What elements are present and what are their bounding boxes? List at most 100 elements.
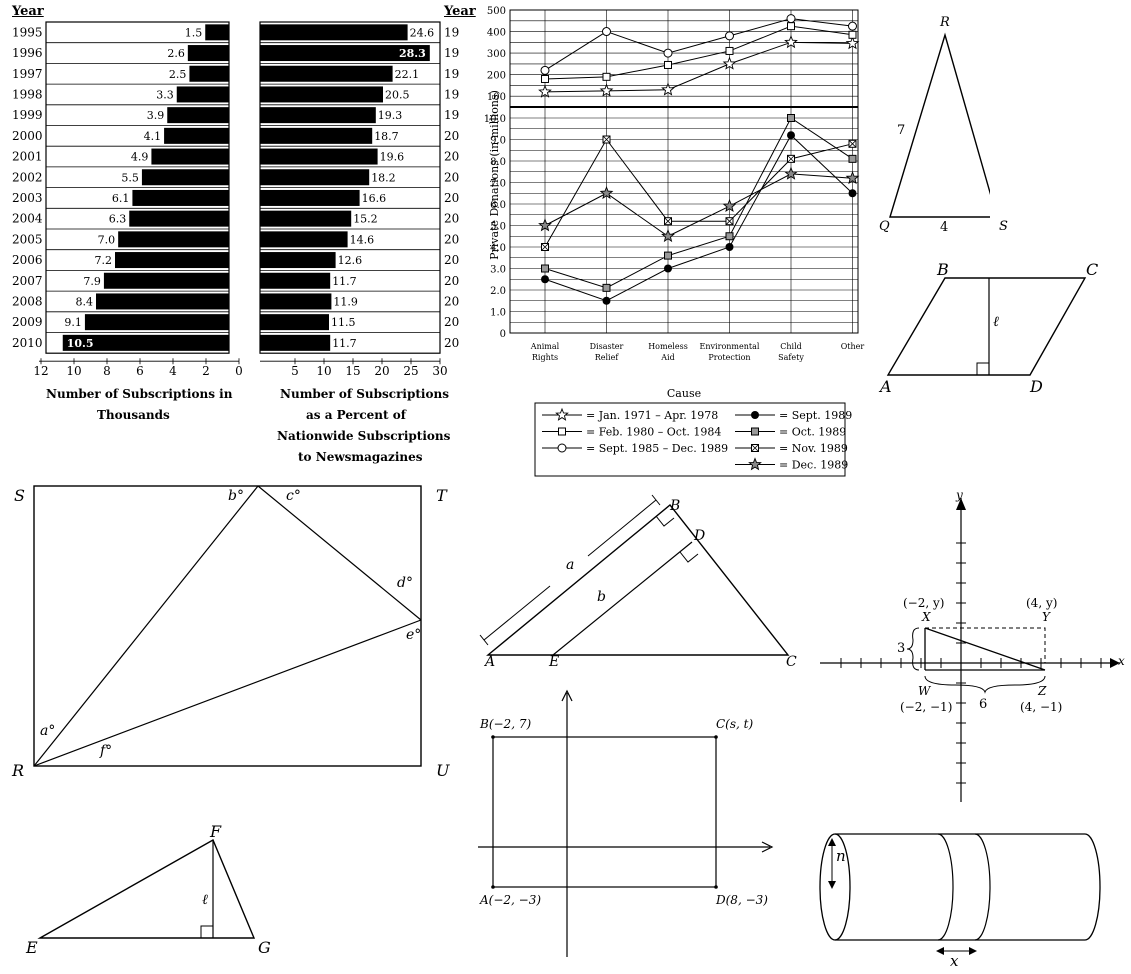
series-marker-cross bbox=[541, 243, 549, 251]
year-label-right: 1998 bbox=[444, 87, 460, 101]
dimension-a-tick-right bbox=[651, 494, 661, 506]
triangle-abc bbox=[486, 504, 790, 656]
right-bar bbox=[260, 252, 336, 269]
category-label-line2: Aid bbox=[660, 353, 674, 362]
angle-b-label: b° bbox=[228, 488, 244, 504]
series-marker bbox=[538, 218, 552, 232]
series-marker bbox=[540, 65, 550, 75]
year-label-left: 1998 bbox=[12, 87, 43, 101]
segment-top-to-right bbox=[257, 485, 422, 621]
angle-c-label: c° bbox=[286, 488, 301, 504]
left-bar-value: 10.5 bbox=[67, 337, 94, 350]
series-marker-cross bbox=[725, 217, 734, 225]
base-qs-length: 4 bbox=[940, 220, 949, 235]
right-bar bbox=[260, 334, 331, 351]
lower-y-tick-label: 3.0 bbox=[490, 265, 506, 276]
angle-e-label: e° bbox=[406, 627, 422, 643]
left-bar-value: 4.1 bbox=[144, 130, 162, 143]
rectangle-stru-figure bbox=[33, 485, 422, 767]
left-x-tick-label: 12 bbox=[33, 364, 48, 378]
lower-y-tick-label: 5.0 bbox=[490, 222, 506, 233]
vertex-d-label: D bbox=[1030, 377, 1043, 396]
left-bar-value: 3.3 bbox=[156, 88, 174, 101]
point-a-label: A(−2, −3) bbox=[480, 893, 542, 907]
legend-box bbox=[534, 402, 846, 477]
legend-entry: = Dec. 1989 bbox=[779, 459, 848, 472]
left-x-tick-label: 8 bbox=[103, 364, 111, 378]
series-marker bbox=[725, 243, 734, 251]
category-label-line2: Relief bbox=[595, 353, 620, 362]
left-bar bbox=[132, 189, 229, 206]
cylinder-slice-line-2 bbox=[974, 833, 991, 941]
category-label-line2: Protection bbox=[708, 353, 750, 362]
year-label-left: 2000 bbox=[12, 129, 43, 143]
left-bar-value: 6.3 bbox=[109, 213, 127, 226]
radius-arrowhead-bottom bbox=[828, 881, 836, 889]
year-label-right: 2005 bbox=[444, 232, 460, 246]
year-label-left: 2010 bbox=[12, 336, 43, 350]
year-label-left: 1996 bbox=[12, 46, 43, 60]
year-header-left: Year bbox=[12, 4, 44, 19]
point-a-dot bbox=[491, 885, 495, 889]
length-b-label: b bbox=[597, 589, 606, 605]
right-bar-value: 28.3 bbox=[399, 47, 426, 60]
right-bar-value: 24.6 bbox=[410, 26, 435, 39]
series-marker bbox=[599, 83, 614, 97]
series-marker bbox=[848, 30, 857, 39]
dimension-a-upper bbox=[587, 499, 657, 557]
left-bar-value: 7.2 bbox=[95, 254, 113, 267]
y-axis-arrow bbox=[956, 498, 966, 510]
x-axis-arrow bbox=[1110, 658, 1120, 668]
vertex-s-label: S bbox=[999, 219, 1008, 234]
left-bar-value: 4.9 bbox=[131, 151, 149, 164]
series-marker bbox=[848, 154, 857, 163]
point-y-coords: (4, y) bbox=[1026, 596, 1058, 610]
year-label-right: 2002 bbox=[444, 170, 460, 184]
segment-r-to-right bbox=[33, 619, 422, 767]
right-bar-value: 20.5 bbox=[385, 88, 410, 101]
left-bar-value: 7.0 bbox=[98, 233, 116, 246]
angle-a-label: a° bbox=[40, 723, 56, 739]
year-label-left: 2004 bbox=[12, 212, 43, 226]
year-label-right: 2010 bbox=[444, 336, 460, 350]
right-bar-value: 19.3 bbox=[378, 109, 403, 122]
year-label-right: 1996 bbox=[444, 46, 460, 60]
series-line bbox=[544, 41, 853, 93]
left-x-tick-label: 6 bbox=[136, 364, 144, 378]
category-label: Environmental bbox=[700, 342, 760, 351]
right-bar-value: 12.6 bbox=[338, 254, 363, 267]
series-marker bbox=[538, 84, 552, 98]
dimension-a-tick-left bbox=[479, 634, 489, 646]
triangle-efg bbox=[37, 839, 256, 939]
vertex-r-label: R bbox=[940, 15, 950, 30]
category-label-line2: Safety bbox=[778, 353, 804, 362]
similar-triangles-figure bbox=[479, 494, 790, 656]
legend-entry: = Feb. 1980 – Oct. 1984 bbox=[586, 426, 721, 439]
series-marker bbox=[787, 114, 795, 122]
lower-y-tick-label: 4.0 bbox=[490, 243, 506, 254]
series-marker bbox=[722, 56, 737, 70]
vertex-a-label: A bbox=[880, 377, 892, 396]
series-marker bbox=[725, 46, 734, 55]
vertex-r-label: R bbox=[12, 761, 25, 780]
rectangle-stru bbox=[33, 485, 422, 767]
right-axis-title-line2: as a Percent of bbox=[306, 408, 406, 422]
left-axis-title-line1: Number of Subscriptions in bbox=[46, 387, 233, 401]
series-marker bbox=[845, 170, 860, 185]
series-marker bbox=[722, 198, 737, 212]
lower-y-tick-label: 10.0 bbox=[484, 114, 506, 125]
year-label-right: 2004 bbox=[444, 212, 460, 226]
left-x-tick-label: 2 bbox=[202, 364, 210, 378]
right-bar bbox=[260, 65, 393, 82]
right-bar-value: 11.7 bbox=[332, 275, 357, 288]
left-bar bbox=[176, 86, 229, 103]
vertex-b-label: B bbox=[937, 260, 949, 279]
right-bar-value: 11.5 bbox=[331, 316, 356, 329]
series-marker bbox=[602, 72, 611, 81]
series-line bbox=[544, 134, 853, 302]
year-label-right: 2006 bbox=[444, 253, 460, 267]
vertex-q-label: Q bbox=[879, 219, 890, 234]
series-marker bbox=[541, 275, 549, 284]
right-x-tick-label: 25 bbox=[403, 364, 418, 378]
series-line bbox=[544, 173, 853, 237]
